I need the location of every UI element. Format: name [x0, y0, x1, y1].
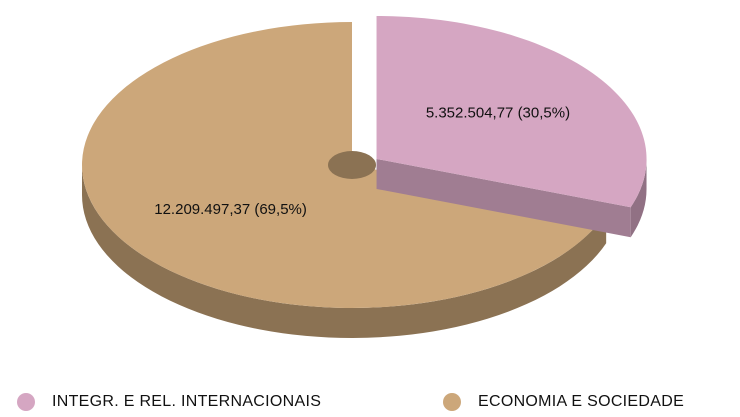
legend-label: INTEGR. E REL. INTERNACIONAIS [52, 393, 321, 410]
legend-label: ECONOMIA E SOCIEDADE [478, 393, 684, 410]
data-label: 5.352.504,77 (30,5%) [426, 105, 570, 122]
legend-marker [443, 393, 461, 411]
slice-cut [376, 158, 631, 238]
pie-slice [376, 15, 647, 208]
data-label: 12.209.497,37 (69,5%) [154, 201, 307, 218]
slice-side [82, 165, 607, 338]
pie-hole [328, 151, 376, 179]
legend-marker [17, 393, 35, 411]
slice-side [630, 158, 647, 238]
